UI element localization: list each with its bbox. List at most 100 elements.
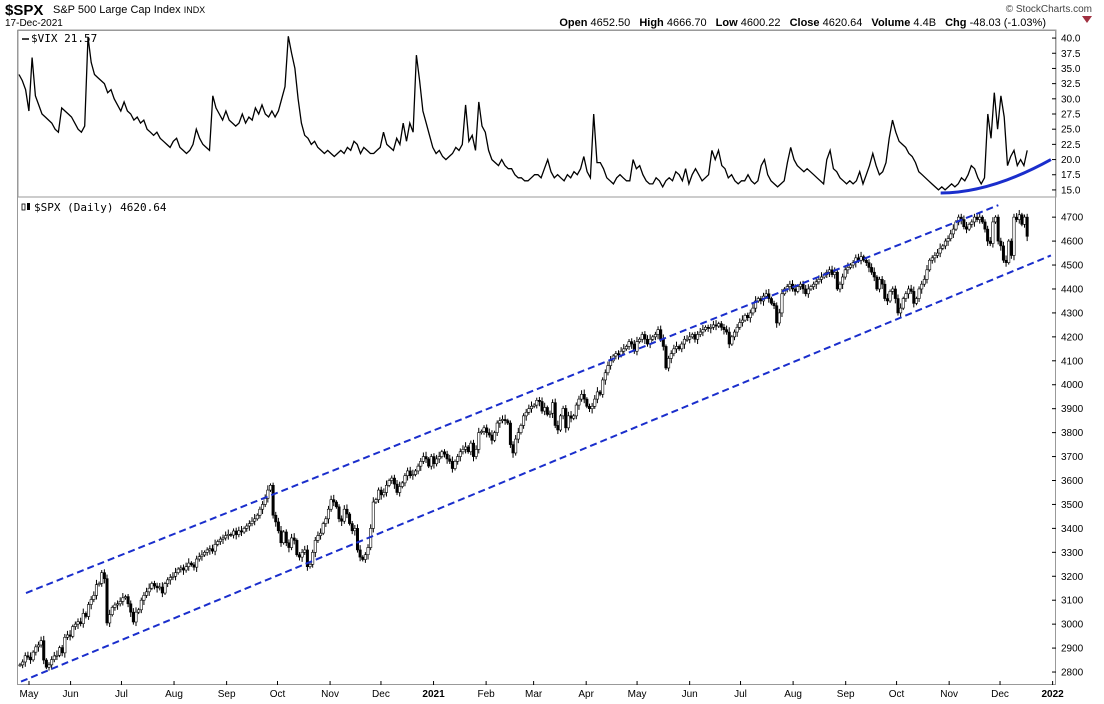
spx-candle	[899, 303, 903, 317]
spx-candle	[469, 440, 473, 456]
spx-candle	[835, 270, 839, 291]
spx-candle-body	[704, 326, 708, 330]
spx-candle-body	[205, 549, 209, 553]
spx-candle	[1007, 239, 1011, 265]
spx-candle-body	[798, 283, 802, 287]
spx-candle	[387, 478, 391, 488]
dropdown-triangle-icon[interactable]	[1082, 16, 1092, 23]
spx-candle-body	[255, 514, 259, 520]
spx-candle	[110, 605, 114, 617]
spx-candle-body	[261, 504, 265, 510]
spx-candle	[574, 402, 578, 420]
spx-candle	[377, 487, 381, 504]
spx-candle-body	[949, 233, 953, 239]
spx-candle	[532, 403, 536, 409]
spx-candle	[105, 574, 109, 626]
spx-candle	[379, 486, 383, 500]
spx-candle-body	[951, 228, 955, 235]
spx-candle	[458, 448, 462, 462]
spx-candle	[912, 286, 916, 308]
spx-candle	[545, 405, 549, 417]
spx-candle-body	[988, 240, 992, 244]
spx-candle	[274, 511, 278, 527]
spx-candle-body	[569, 415, 573, 419]
spx-candle	[965, 221, 969, 234]
spx-candle-body	[94, 584, 98, 596]
spx-candle	[812, 281, 816, 290]
spx-candle-body	[738, 322, 742, 328]
spx-candle-body	[714, 324, 718, 327]
spx-candle	[585, 397, 589, 409]
spx-candle-body	[18, 664, 22, 667]
spx-candle-body	[435, 458, 439, 465]
symbol-name: S&P 500 Large Cap Index	[53, 4, 181, 16]
spx-candle	[1012, 213, 1016, 261]
spx-candle-body	[334, 501, 338, 508]
spx-candle-body	[116, 603, 120, 606]
spx-candle	[79, 617, 83, 627]
spx-candle	[996, 214, 1000, 245]
spx-candle-body	[675, 346, 679, 350]
spx-candle-body	[556, 425, 560, 431]
spx-candle-body	[780, 293, 784, 314]
spx-candle	[814, 278, 818, 289]
spx-candle-body	[197, 556, 201, 560]
spx-candle	[661, 334, 665, 351]
spx-candle	[250, 517, 254, 527]
spx-candle	[113, 602, 117, 611]
spx-candle	[474, 445, 478, 460]
low-value: 4600.22	[740, 17, 781, 29]
spx-candle	[806, 284, 810, 298]
spx-candle-body	[601, 379, 605, 395]
spx-candle-body	[614, 353, 618, 357]
spx-candle	[941, 243, 945, 251]
spx-candle-body	[332, 499, 336, 503]
spx-candle	[284, 529, 288, 547]
spx-candle	[442, 449, 446, 458]
spx-candle-body	[139, 599, 143, 611]
spx-candle	[226, 529, 230, 540]
spx-candle	[26, 651, 30, 660]
spx-candle-body	[250, 520, 254, 524]
spx-candle	[685, 335, 689, 342]
spx-candle-body	[137, 609, 141, 613]
spx-candle-body	[717, 323, 721, 327]
spx-candle	[999, 237, 1003, 251]
spx-candle-body	[796, 286, 800, 292]
spx-candle	[830, 265, 834, 278]
spx-candle-body	[152, 583, 156, 587]
spx-candle-body	[899, 307, 903, 314]
spx-candle-body	[221, 537, 225, 540]
spx-channel-lower-line	[20, 254, 1052, 683]
spx-candle-body	[55, 654, 59, 657]
spx-candle-body	[92, 595, 96, 600]
spx-candle-body	[967, 224, 971, 230]
spx-candle-body	[653, 334, 657, 338]
spx-candle	[843, 265, 847, 280]
spx-candle	[893, 285, 897, 304]
spx-candle	[986, 225, 990, 246]
spx-candle	[210, 544, 214, 554]
low-label: Low	[715, 17, 738, 29]
vix-legend-label: $VIX 21.57	[31, 32, 97, 45]
volume-label: Volume	[871, 17, 911, 29]
spx-candle	[643, 331, 647, 345]
spx-candle-body	[358, 549, 362, 558]
spx-candle-body	[126, 596, 130, 605]
spx-candle	[722, 323, 726, 335]
spx-candle	[129, 600, 133, 617]
spx-candle-body	[1023, 216, 1027, 225]
spx-ytick-label: 3400	[1061, 524, 1084, 535]
spx-candle-body	[31, 651, 35, 661]
spx-candle	[329, 495, 333, 512]
spx-legend-swatch-up	[21, 203, 26, 211]
spx-candle	[572, 413, 576, 421]
spx-candle-body	[224, 535, 228, 539]
spx-candle	[308, 562, 312, 569]
spx-candle	[725, 325, 729, 335]
spx-candle-body	[922, 279, 926, 285]
spx-candle	[297, 552, 301, 561]
spx-candle	[477, 427, 481, 454]
spx-candle-body	[804, 288, 808, 295]
spx-candle	[917, 286, 921, 302]
